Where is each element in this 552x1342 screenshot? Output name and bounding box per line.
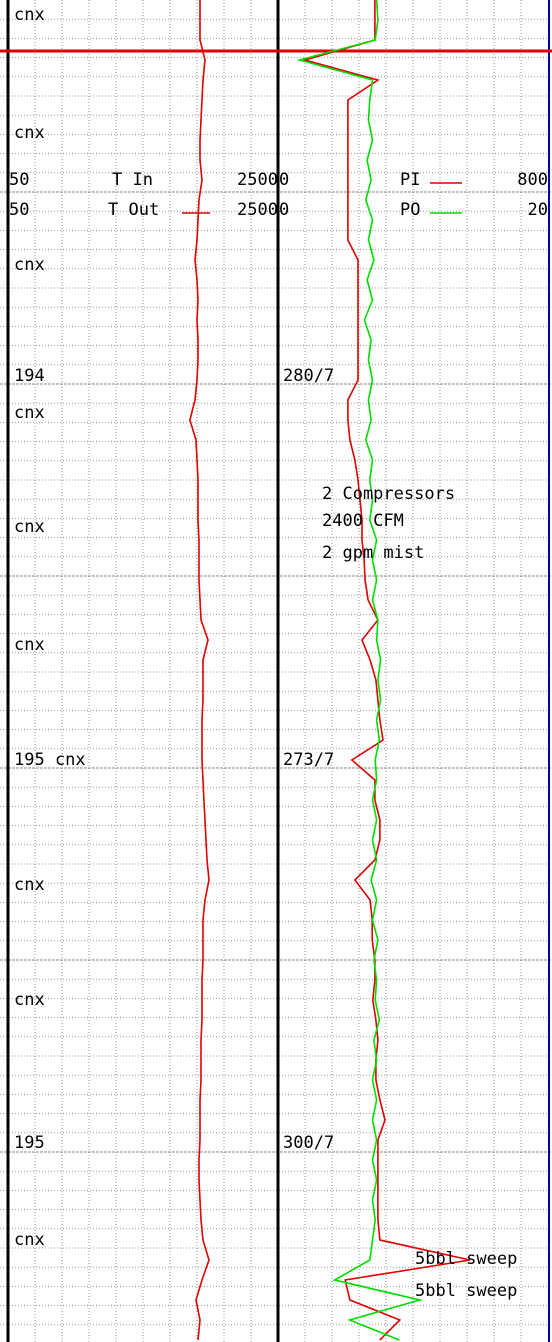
sweep-note: 5bbl sweep xyxy=(415,1281,517,1301)
scale-min: 0 xyxy=(279,200,289,220)
depth-note: cnx xyxy=(14,1230,45,1250)
sweep-note: 5bbl sweep xyxy=(415,1249,517,1269)
depth-note: 194 xyxy=(14,366,45,386)
remark: 2 gpm mist xyxy=(322,543,424,563)
scale-max: 800 xyxy=(517,170,548,190)
scale-max: 2500 xyxy=(237,200,278,220)
curve xyxy=(189,0,210,1341)
bit-note: 300/7 xyxy=(283,1133,334,1153)
scale-name: T In xyxy=(112,170,153,190)
depth-note: 195 cnx xyxy=(14,750,86,770)
scale-min: 50 xyxy=(9,200,29,220)
depth-note: 195 xyxy=(14,1133,45,1153)
remark: 2 Compressors xyxy=(322,484,455,504)
scale-min: 50 xyxy=(9,170,29,190)
scale-max: 2500 xyxy=(237,170,278,190)
depth-note: cnx xyxy=(14,635,45,655)
bit-note: 273/7 xyxy=(283,750,334,770)
depth-note: cnx xyxy=(14,123,45,143)
scale-name: T Out xyxy=(108,200,159,220)
scale-name: PI xyxy=(400,170,420,190)
depth-note: cnx xyxy=(14,990,45,1010)
curve xyxy=(296,0,423,1341)
remark: 2400 CFM xyxy=(322,511,404,531)
scale-name: PO xyxy=(400,200,420,220)
depth-note: cnx xyxy=(14,403,45,423)
depth-note: cnx xyxy=(14,517,45,537)
scale-min: 0 xyxy=(279,170,289,190)
depth-note: cnx xyxy=(14,875,45,895)
depth-note: cnx xyxy=(14,255,45,275)
scale-max: 20 xyxy=(528,200,548,220)
depth-note: cnx xyxy=(14,5,45,25)
bit-note: 280/7 xyxy=(283,366,334,386)
curve xyxy=(302,0,471,1341)
